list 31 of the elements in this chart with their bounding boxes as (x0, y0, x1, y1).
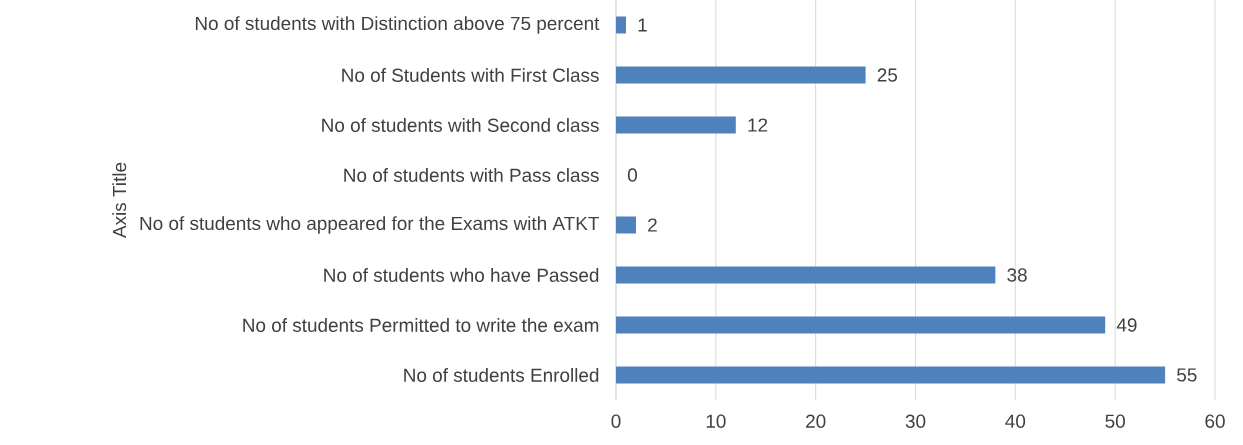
y-tick-label: No of students with Pass class (344, 168, 599, 182)
y-tick-label: No of students who have Passed (324, 268, 599, 282)
bar (616, 366, 1166, 384)
bar (616, 16, 626, 34)
x-tick-label: 0 (611, 414, 621, 428)
x-tick-label: 10 (706, 414, 726, 428)
y-tick-label: No of students who appeared for the Exams with ATKT (140, 216, 600, 234)
data-label: 55 (1177, 368, 1197, 382)
x-tick-label: 20 (806, 414, 826, 428)
y-tick-label: No of students Enrolled (404, 368, 599, 382)
bar (616, 216, 636, 234)
y-tick-label: No of students with Distinction above 75 percent (195, 16, 600, 34)
data-label: 49 (1116, 318, 1137, 332)
bar (616, 266, 996, 284)
y-tick-label: No of Students with First Class (342, 68, 599, 82)
data-label: 38 (1007, 268, 1027, 282)
x-tick-label: 30 (905, 414, 926, 428)
x-tick-label: 50 (1105, 414, 1125, 428)
bar (616, 116, 736, 134)
bar (616, 316, 1106, 334)
data-label: 25 (877, 68, 898, 82)
y-axis-title: Axis Title (112, 162, 127, 239)
data-label: 2 (648, 218, 657, 232)
data-label: 12 (748, 118, 768, 132)
data-label: 1 (638, 18, 647, 32)
x-tick-label: 60 (1205, 414, 1225, 428)
x-tick-label: 40 (1005, 414, 1026, 428)
data-label: 0 (627, 168, 637, 182)
y-tick-label: No of students Permitted to write the exam (243, 318, 599, 332)
y-tick-label: No of students with Second class (322, 118, 599, 132)
bar (616, 66, 866, 84)
